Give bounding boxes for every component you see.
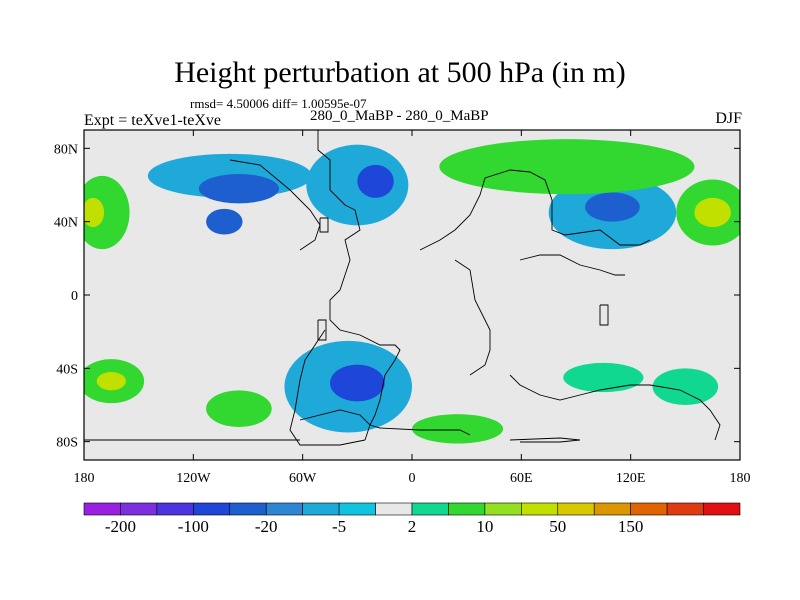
x-tick-label: 60E — [510, 471, 533, 486]
colorbar-swatch — [375, 502, 413, 516]
anomaly-region-9 — [439, 139, 695, 195]
colorbar-swatch — [557, 502, 595, 516]
experiment-label: Expt = teXve1-teXve — [84, 112, 221, 129]
anomaly-region-5 — [84, 175, 130, 250]
colorbar-swatch — [193, 502, 231, 516]
colorbar-swatch — [448, 502, 486, 516]
anomaly-region-11 — [694, 197, 731, 228]
x-tick-label: 120W — [176, 471, 211, 486]
x-tick-label: 120E — [616, 471, 646, 486]
anomaly-region-16 — [206, 390, 272, 427]
anomaly-region-8 — [585, 192, 640, 222]
x-tick-label: 180 — [730, 471, 751, 486]
y-tick-label: 80N — [54, 142, 78, 157]
contour-fields — [84, 139, 740, 444]
colorbar-swatch — [411, 502, 449, 516]
colorbar-label: 150 — [618, 517, 644, 536]
colorbar-label: -100 — [178, 517, 209, 536]
chart-subtitle: 280_0_MaBP - 280_0_MaBP — [310, 108, 489, 124]
x-tick-label: 180 — [74, 471, 95, 486]
chart-stats: rmsd= 4.50006 diff= 1.00595e-07 — [190, 96, 367, 111]
colorbar-swatch — [484, 502, 522, 516]
y-tick-label: 0 — [71, 289, 78, 304]
colorbar-swatch — [521, 502, 559, 516]
anomaly-region-13 — [330, 364, 385, 402]
coastlines — [84, 130, 721, 446]
colorbar-swatch — [229, 502, 267, 516]
anomaly-region-19 — [652, 368, 719, 405]
anomaly-region-3 — [357, 164, 394, 198]
colorbar-label: -5 — [332, 517, 346, 536]
colorbar-swatch — [630, 502, 668, 516]
colorbar-swatch — [593, 502, 631, 516]
colorbar-label: 50 — [549, 517, 566, 536]
anomaly-region-4 — [206, 208, 243, 235]
colorbar-swatch — [120, 502, 158, 516]
anomaly-region-6 — [84, 197, 105, 228]
colorbar: -200 -100 -20 -5 2 10 50 150 — [83, 502, 741, 536]
colorbar-swatch — [666, 502, 704, 516]
season-label: DJF — [715, 110, 742, 127]
colorbar-swatch — [156, 502, 194, 516]
colorbar-swatch — [338, 502, 376, 516]
anomaly-region-18 — [563, 362, 644, 393]
axes: 180 120W 60W 0 60E 120E 180 80N 40N 0 40S 80S — [54, 130, 751, 486]
anomaly-region-1 — [198, 174, 279, 204]
y-tick-label: 40N — [54, 216, 78, 231]
colorbar-swatch — [703, 502, 741, 516]
colorbar-swatch — [302, 502, 340, 516]
colorbar-swatch — [265, 502, 303, 516]
anomaly-region-2 — [306, 144, 409, 226]
y-tick-label: 80S — [56, 436, 78, 451]
y-tick-label: 40S — [56, 362, 78, 377]
chart-title: Height perturbation at 500 hPa (in m) — [174, 56, 626, 89]
x-tick-label: 0 — [409, 471, 416, 486]
anomaly-region-15 — [96, 372, 126, 391]
colorbar-label: 2 — [408, 517, 417, 536]
colorbar-label: 10 — [476, 517, 493, 536]
x-tick-label: 60W — [289, 471, 317, 486]
colorbar-swatch — [83, 502, 121, 516]
anomaly-region-17 — [412, 414, 504, 444]
colorbar-label: -20 — [255, 517, 278, 536]
colorbar-label: -200 — [105, 517, 136, 536]
